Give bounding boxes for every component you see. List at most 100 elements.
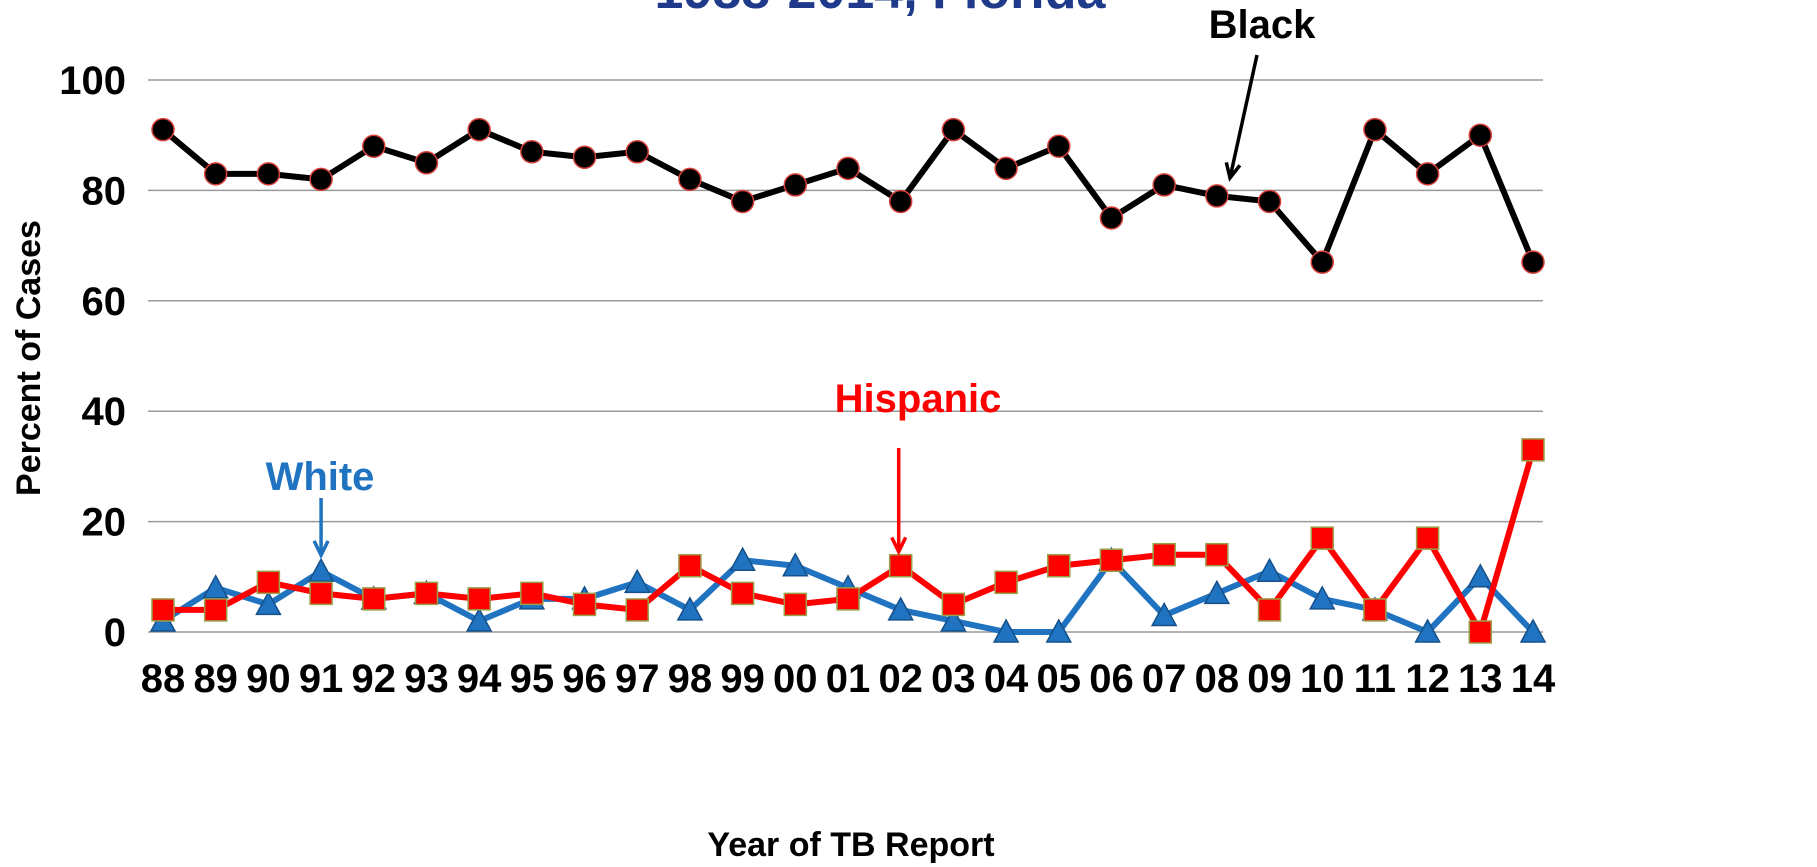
y-tick-label: 20: [82, 501, 127, 545]
x-tick-label: 88: [141, 657, 186, 701]
data-point-black: [1310, 250, 1334, 274]
x-tick-label: 00: [773, 657, 818, 701]
data-point-hispanic: [203, 598, 228, 622]
data-point-white: [465, 607, 493, 632]
data-point-hispanic: [309, 581, 333, 606]
x-tick-label: 11: [1354, 657, 1396, 701]
data-point-white: [940, 607, 967, 632]
data-point-hispanic: [1099, 548, 1124, 572]
x-tick-label: 13: [1458, 657, 1503, 701]
x-tick-label: 93: [404, 657, 449, 701]
y-tick-labels: 0 20 40 60 80 100: [59, 59, 126, 655]
data-point-white: [782, 552, 809, 577]
data-point-hispanic: [1363, 598, 1387, 622]
data-point-black: [1363, 117, 1387, 142]
y-tick-label: 100: [59, 59, 126, 103]
data-point-white: [1256, 557, 1283, 583]
data-point-hispanic: [1047, 554, 1071, 578]
data-point-white: [307, 557, 335, 583]
x-tick-label: 95: [510, 657, 555, 701]
data-point-black: [994, 156, 1018, 181]
y-tick-label: 40: [82, 390, 127, 434]
data-point-white: [202, 574, 229, 599]
x-tick-label: 02: [878, 657, 923, 701]
data-point-black: [783, 173, 808, 197]
data-point-hispanic: [414, 581, 439, 606]
data-point-hispanic: [941, 592, 966, 617]
data-point-black: [625, 140, 649, 164]
data-point-black: [572, 145, 597, 170]
x-tick-label: 01: [826, 657, 871, 701]
data-point-hispanic: [1205, 542, 1229, 567]
data-point-hispanic: [1468, 620, 1493, 644]
x-tick-label: 05: [1037, 657, 1082, 701]
y-tick-label: 80: [82, 169, 127, 213]
data-point-hispanic: [1415, 526, 1440, 550]
data-point-black: [1468, 123, 1493, 147]
x-tick-label: 10: [1300, 657, 1345, 701]
x-tick-label: 92: [352, 657, 397, 701]
data-point-black: [1415, 162, 1440, 186]
chart-title: 1988-2014, Florida: [655, 0, 1107, 20]
annotation-arrow-black: [1228, 54, 1259, 179]
x-tick-label: 94: [457, 657, 502, 701]
data-point-black: [1152, 173, 1176, 197]
data-point-hispanic: [520, 581, 544, 606]
gridlines: [148, 79, 1543, 633]
data-point-hispanic: [678, 554, 702, 578]
data-point-hispanic: [256, 570, 281, 595]
data-point-hispanic: [994, 570, 1018, 595]
data-point-hispanic: [362, 587, 386, 611]
data-point-black: [1257, 189, 1282, 214]
x-tick-label: 98: [668, 657, 713, 701]
annotation-white: White: [266, 455, 375, 499]
data-point-black: [256, 162, 281, 186]
data-point-black: [414, 151, 439, 175]
data-point-black: [362, 134, 386, 158]
x-tick-label: 08: [1195, 657, 1240, 701]
data-point-black: [888, 189, 913, 214]
data-point-hispanic: [783, 592, 808, 617]
data-point-hispanic: [467, 587, 491, 611]
data-point-white: [1150, 601, 1178, 627]
data-point-black: [730, 189, 755, 214]
x-tick-label: 04: [984, 657, 1029, 701]
series-black: [151, 117, 1545, 274]
x-tick-label: 03: [931, 657, 976, 701]
x-tick-labels: 88 89 90 91 92 93 94 95 96 97 98 99 00 01 02 03 04 05 06 07…: [141, 657, 1556, 701]
data-point-hispanic: [730, 581, 755, 606]
data-point-hispanic: [572, 592, 597, 617]
x-tick-label: 09: [1247, 657, 1292, 701]
data-point-white: [887, 596, 914, 621]
data-point-hispanic: [888, 554, 913, 578]
data-point-black: [1099, 206, 1124, 230]
data-point-white: [1519, 618, 1547, 643]
series-hispanic: [151, 438, 1545, 644]
data-point-white: [729, 546, 756, 571]
data-point-hispanic: [1310, 526, 1334, 550]
x-tick-label: 90: [246, 657, 291, 701]
x-tick-label: 89: [193, 657, 238, 701]
data-point-black: [1047, 134, 1071, 158]
data-point-black: [309, 167, 333, 192]
annotation-arrowhead-black: [1224, 161, 1242, 182]
data-point-black: [941, 117, 966, 142]
annotation-arrowhead-hispanic: [890, 536, 908, 556]
annotation-arrowhead-white: [312, 540, 330, 560]
data-point-black: [151, 117, 175, 142]
data-point-white: [1045, 618, 1073, 643]
x-tick-label: 91: [299, 657, 344, 701]
data-point-white: [992, 618, 1020, 643]
data-point-white: [1414, 618, 1441, 643]
x-tick-label: 12: [1405, 657, 1450, 701]
y-tick-label: 60: [82, 280, 127, 324]
x-tick-label: 99: [720, 657, 765, 701]
x-axis-title: Year of TB Report: [707, 826, 994, 864]
data-point-white: [676, 596, 704, 621]
x-tick-label: 14: [1511, 657, 1556, 701]
data-point-black: [1205, 184, 1229, 208]
data-point-black: [836, 156, 860, 181]
data-point-black: [520, 140, 544, 164]
data-point-white: [1308, 585, 1336, 610]
